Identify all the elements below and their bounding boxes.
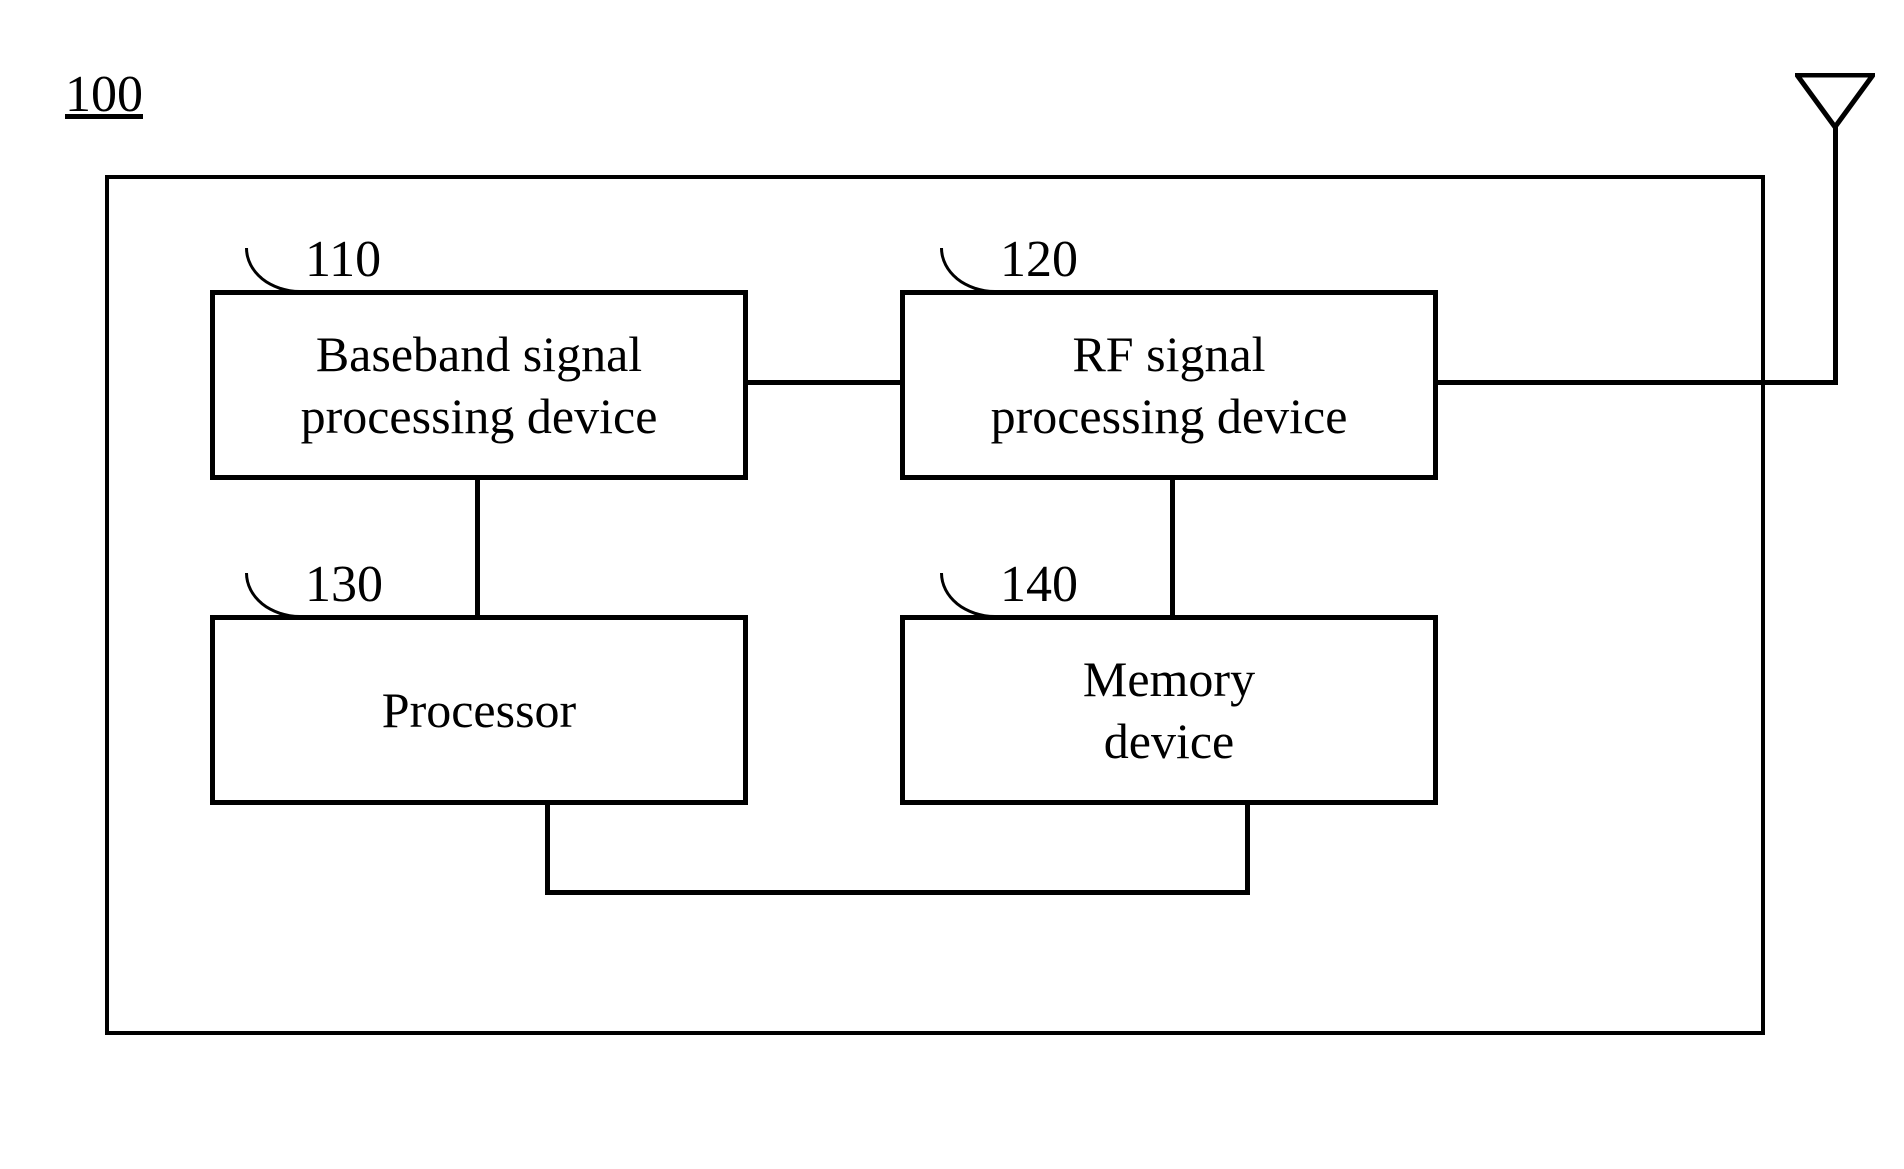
block-baseband-label: Baseband signalprocessing device [301,323,658,448]
connector-1 [475,480,480,615]
connector-2 [1170,480,1175,615]
ref-140: 140 [1000,555,1078,614]
block-memory-label: Memorydevice [1083,648,1255,773]
block-rf-label: RF signalprocessing device [991,323,1348,448]
block-baseband: Baseband signalprocessing device [210,290,748,480]
diagram-canvas: 100 110 Baseband signalprocessing device… [0,0,1904,1169]
connector-3 [545,805,550,895]
figure-ref-label: 100 [65,65,143,124]
connector-4 [1245,805,1250,895]
block-memory: Memorydevice [900,615,1438,805]
connector-5 [545,890,1250,895]
ref-110: 110 [305,230,381,289]
ref-130: 130 [305,555,383,614]
block-processor-label: Processor [382,679,576,742]
block-rf: RF signalprocessing device [900,290,1438,480]
connector-7 [1833,125,1838,385]
connector-6 [1438,380,1838,385]
ref-120: 120 [1000,230,1078,289]
connector-0 [748,380,900,385]
antenna-icon [1795,73,1875,129]
block-processor: Processor [210,615,748,805]
